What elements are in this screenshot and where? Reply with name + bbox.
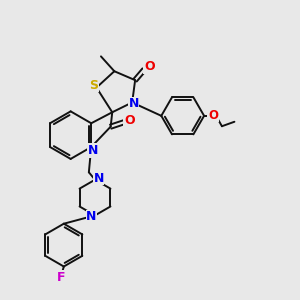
Text: O: O — [144, 60, 155, 73]
Text: N: N — [93, 172, 104, 185]
Text: S: S — [90, 79, 99, 92]
Text: F: F — [57, 271, 65, 284]
Text: O: O — [124, 114, 135, 127]
Text: N: N — [86, 210, 97, 224]
Text: O: O — [208, 109, 218, 122]
Text: N: N — [88, 144, 98, 157]
Text: N: N — [128, 98, 139, 110]
